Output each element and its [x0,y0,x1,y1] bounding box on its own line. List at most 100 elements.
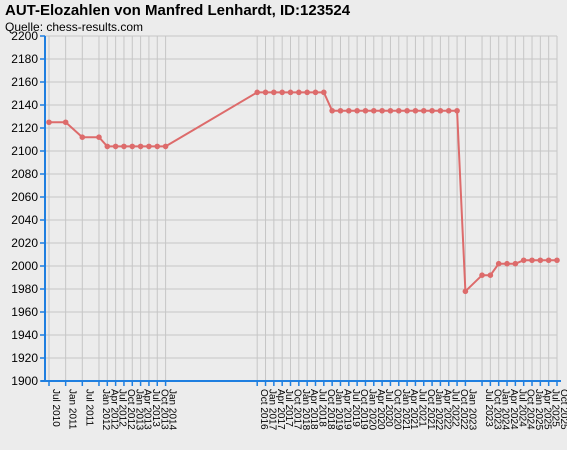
data-point [154,143,161,150]
x-tick-label: Jul 2025 [550,389,561,427]
data-point [304,89,310,96]
x-tick-label: Jul 2021 [416,389,427,427]
y-tick-label: 1980 [11,282,38,296]
y-tick-label: 2140 [11,98,38,112]
data-point [520,257,527,264]
data-point [287,89,294,96]
y-tick-label: 1920 [11,351,38,365]
x-tick-label: Jul 2019 [350,389,361,427]
chart-title: AUT-Elozahlen von Manfred Lenhardt, ID:1… [5,2,351,19]
data-point [112,143,119,150]
x-tick-label: Oct 2016 [258,389,269,430]
data-point [512,260,519,267]
data-point [395,107,402,114]
x-tick-label: Jul 2023 [483,389,494,427]
data-point [387,107,394,114]
x-tick-label: Jul 2017 [283,389,294,427]
y-tick-label: 2120 [11,121,38,135]
series [46,89,560,295]
x-tick-label: Apr 2025 [541,389,552,430]
data-point [279,89,285,96]
x-tick-label: Jan 2021 [400,389,411,431]
axes [40,35,561,386]
data-point [370,107,377,114]
data-point [429,107,435,114]
data-point [445,107,452,114]
x-tick-label: Apr 2021 [408,389,419,430]
data-point [137,143,144,150]
x-tick-label: Apr 2020 [375,389,386,430]
data-point [296,89,302,96]
y-tick-label: 1940 [11,328,38,342]
data-point [346,107,352,114]
x-tick-label: Apr 2012 [108,389,119,430]
y-tick-label: 2080 [11,167,38,181]
x-tick-label: Apr 2018 [308,389,319,430]
x-tick-label: Apr 2024 [508,389,519,430]
x-tick-label: Jul 2018 [316,389,327,427]
data-point [146,143,152,150]
chart-subtitle: Quelle: chess-results.com [5,20,144,34]
x-tick-label: Oct 2023 [491,389,502,430]
x-tick-label: Oct 2013 [158,389,169,430]
x-tick-label: Jan 2023 [466,389,477,431]
data-point [545,257,552,264]
x-tick-label: Oct 2024 [525,389,536,430]
data-point [254,89,260,96]
data-point [554,257,560,264]
data-point [379,107,385,114]
y-tick-label: 2040 [11,213,38,227]
y-tick-label: 1960 [11,305,38,319]
data-point [96,134,102,140]
x-tick-label: Jan 2025 [533,389,544,431]
x-tick-label: Oct 2025 [558,389,567,430]
data-point [337,107,344,114]
grid [45,35,558,382]
x-tick-label: Jan 2013 [133,389,144,431]
x-tick-label: Jan 2024 [500,389,511,431]
x-tick-label: Jul 2010 [50,389,61,427]
x-tick-label: Jan 2014 [167,389,178,431]
data-point [420,107,427,114]
y-tick-label: 1900 [11,374,38,388]
data-point [79,134,86,140]
data-point [129,143,136,150]
data-point [62,119,69,126]
x-tick-label: Apr 2013 [142,389,153,430]
data-point [354,107,360,114]
data-point [312,89,319,96]
data-point [529,257,535,264]
x-tick-label: Jan 2022 [433,389,444,431]
data-point [437,107,444,114]
x-tick-label: Jan 2018 [300,389,311,431]
x-tick-label: Jan 2017 [267,389,278,431]
data-point [454,107,460,114]
data-point [412,107,419,114]
x-tick-label: Jan 2019 [333,389,344,431]
x-tick-label: Oct 2020 [391,389,402,430]
data-point [462,288,469,295]
data-point [262,89,269,96]
data-point [487,272,494,279]
x-tick-label: Apr 2022 [441,389,452,430]
x-tick-label: Jul 2012 [117,389,128,427]
data-point [162,143,169,150]
y-tick-label: 2020 [11,236,38,250]
y-tick-label: 2060 [11,190,38,204]
x-tick-label: Jul 2022 [450,389,461,427]
y-tick-label: 2000 [11,259,38,273]
y-tick-label: 2100 [11,144,38,158]
x-tick-label: Jan 2012 [100,389,111,431]
data-point [362,107,369,114]
x-tick-label: Oct 2012 [125,389,136,430]
x-tick-label: Jan 2011 [67,389,78,430]
data-point [537,257,544,264]
data-point [104,143,111,150]
data-point [495,260,502,267]
data-point [329,107,335,114]
y-tick-label: 2200 [11,29,38,43]
data-point [504,260,510,267]
data-point [404,107,410,114]
